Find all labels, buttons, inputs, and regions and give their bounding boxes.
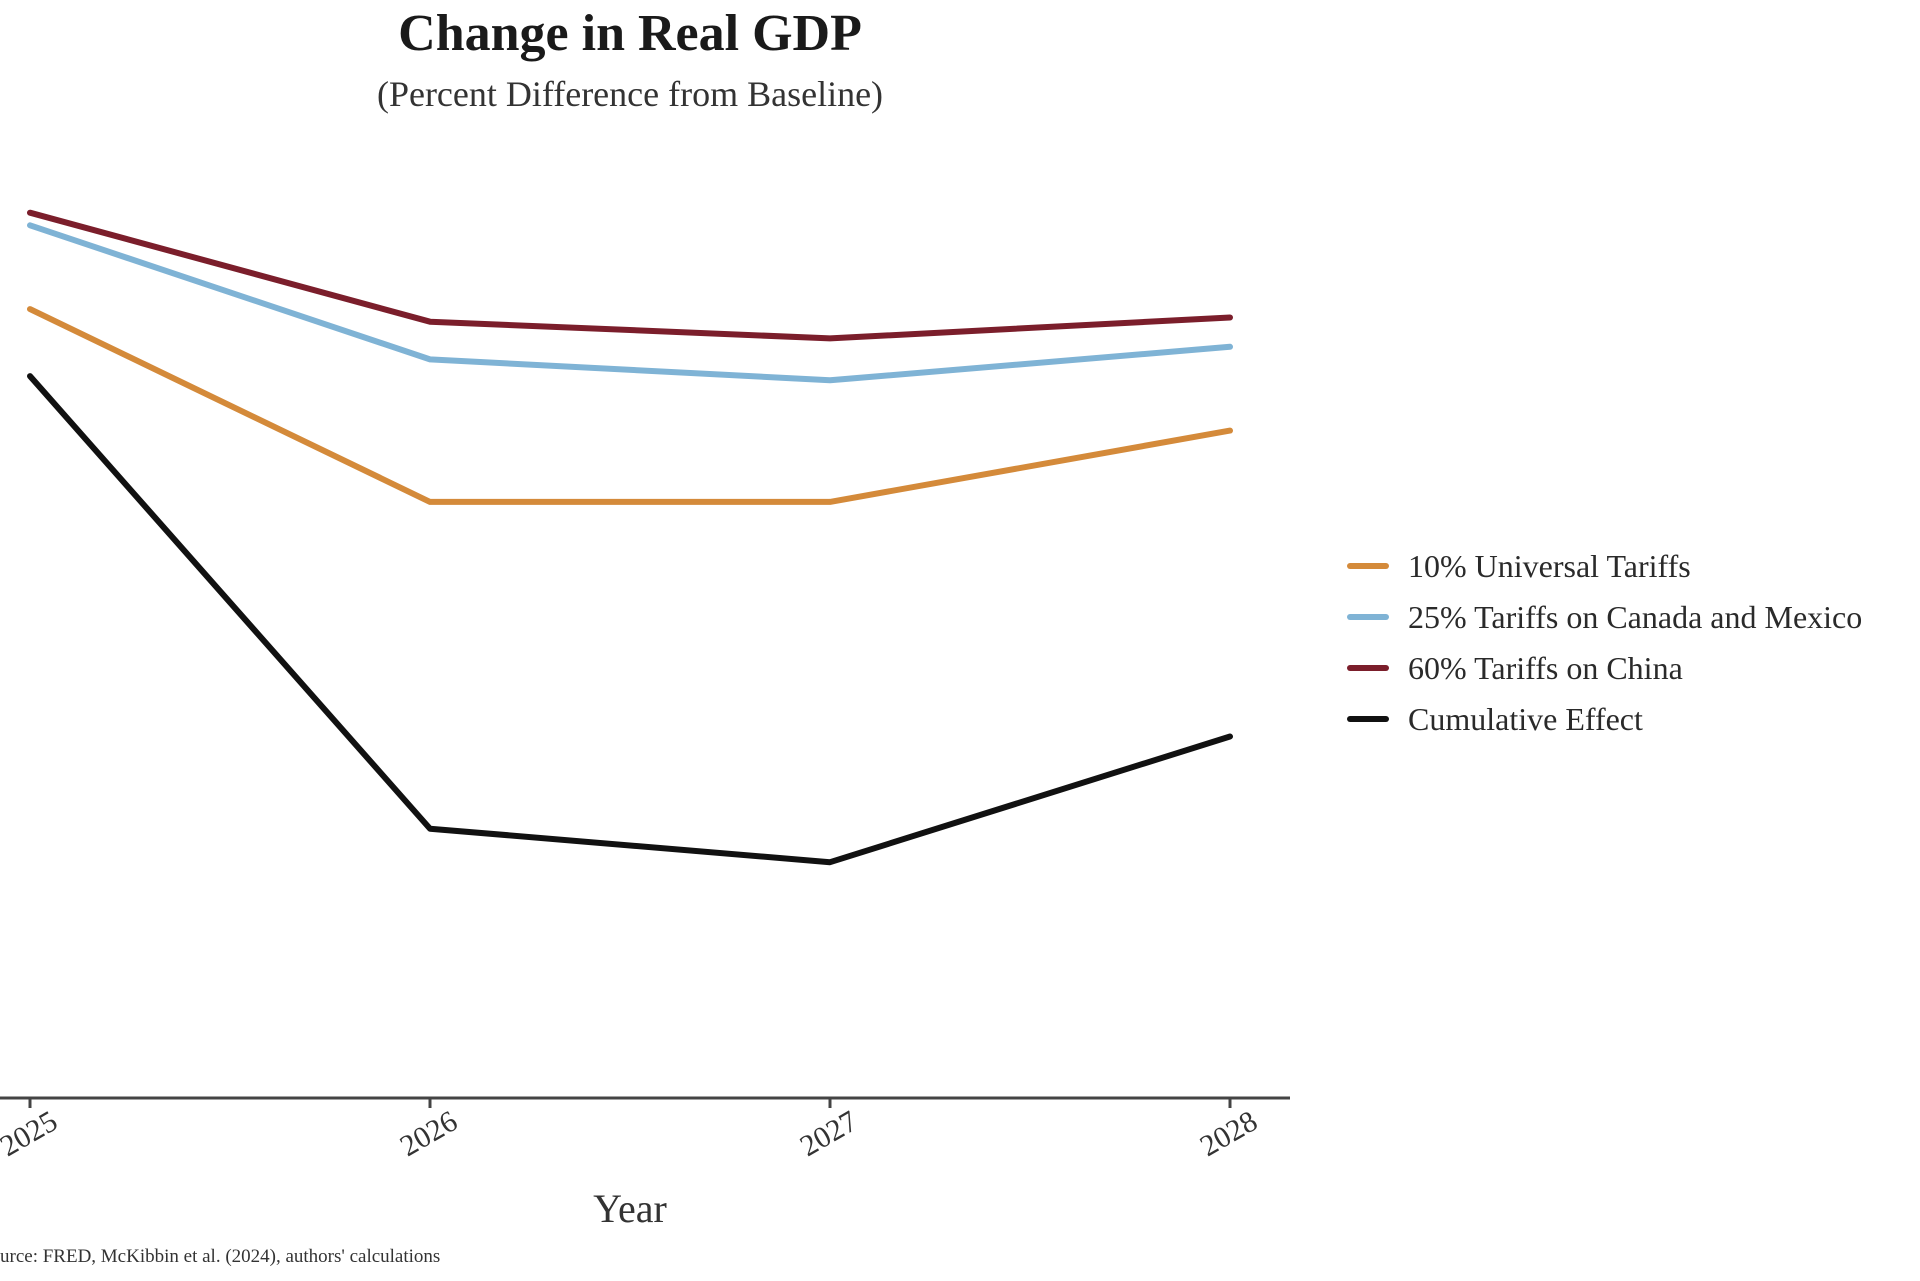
- chart-title: Change in Real GDP: [398, 5, 862, 62]
- x-tick-label: 2026: [395, 1105, 463, 1164]
- x-tick-label: 2028: [1195, 1105, 1263, 1164]
- legend: 10% Universal Tariffs 25% Tariffs on Cana…: [1347, 548, 1862, 737]
- legend-label-1: 10% Universal Tariffs: [1408, 548, 1691, 584]
- legend-label-3: 60% Tariffs on China: [1408, 650, 1683, 686]
- legend-label-4: Cumulative Effect: [1408, 701, 1643, 737]
- series-line-3: [27, 209, 1233, 342]
- legend-label-2: 25% Tariffs on Canada and Mexico: [1408, 599, 1862, 635]
- series-line-1: [27, 306, 1233, 505]
- series-line-4: [27, 373, 1233, 866]
- series-line-2: [27, 222, 1233, 384]
- x-tick-label: 2027: [795, 1105, 863, 1164]
- plot-area: 2025 2026 2027 2028: [0, 209, 1290, 1164]
- source-note: urce: FRED, McKibbin et al. (2024), auth…: [0, 1246, 440, 1267]
- x-tick-label: 2025: [0, 1105, 63, 1164]
- x-axis-label: Year: [593, 1186, 667, 1231]
- chart-subtitle: (Percent Difference from Baseline): [377, 74, 883, 114]
